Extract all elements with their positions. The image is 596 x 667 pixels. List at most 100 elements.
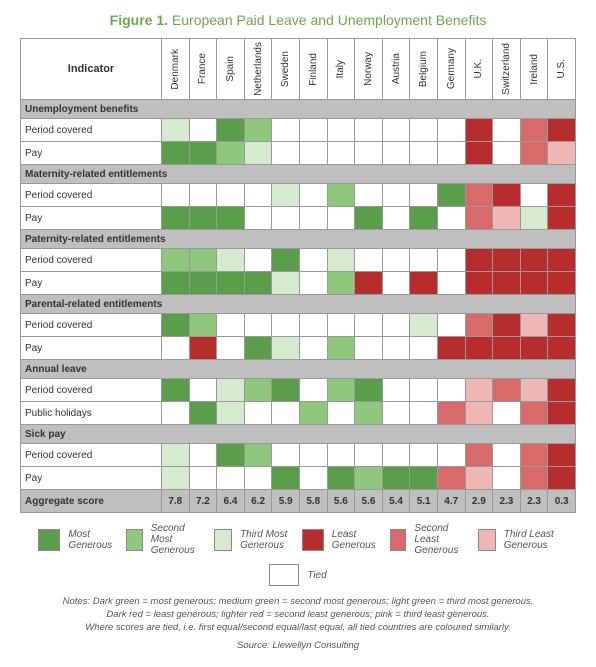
heatmap-cell	[410, 379, 438, 402]
heatmap-cell	[327, 272, 355, 295]
legend-swatch	[302, 529, 324, 551]
heatmap-cell	[410, 337, 438, 360]
heatmap-cell	[299, 249, 327, 272]
country-header: U.S.	[548, 39, 576, 100]
heatmap-cell	[217, 444, 245, 467]
aggregate-value: 5.9	[272, 490, 300, 513]
heatmap-cell	[299, 142, 327, 165]
heatmap-cell	[465, 119, 493, 142]
row-label: Pay	[21, 142, 162, 165]
heatmap-cell	[410, 467, 438, 490]
heatmap-cell	[382, 467, 410, 490]
country-header: Spain	[217, 39, 245, 100]
country-header: Belgium	[410, 39, 438, 100]
heatmap-cell	[437, 314, 465, 337]
note-line: Dark red = least generous; lighter red =…	[20, 609, 576, 622]
section-header: Sick pay	[21, 425, 576, 444]
figure-title: Figure 1. European Paid Leave and Unempl…	[20, 12, 576, 28]
aggregate-value: 5.8	[299, 490, 327, 513]
heatmap-cell	[410, 314, 438, 337]
heatmap-cell	[465, 142, 493, 165]
heatmap-cell	[272, 314, 300, 337]
heatmap-cell	[162, 467, 190, 490]
legend: Most GenerousSecond Most GenerousThird M…	[20, 523, 576, 586]
heatmap-cell	[520, 444, 548, 467]
legend-label: Tied	[307, 570, 326, 581]
heatmap-cell	[162, 444, 190, 467]
row-label: Period covered	[21, 314, 162, 337]
heatmap-cell	[465, 444, 493, 467]
heatmap-cell	[299, 184, 327, 207]
country-header: Switzerland	[493, 39, 521, 100]
legend-item: Third Most Generous	[214, 523, 294, 556]
heatmap-cell	[520, 207, 548, 230]
heatmap-cell	[272, 249, 300, 272]
heatmap-cell	[493, 142, 521, 165]
heatmap-cell	[382, 402, 410, 425]
heatmap-cell	[355, 142, 383, 165]
heatmap-cell	[327, 184, 355, 207]
heatmap-cell	[437, 272, 465, 295]
heatmap-cell	[437, 379, 465, 402]
heatmap-cell	[244, 314, 272, 337]
heatmap-cell	[355, 272, 383, 295]
legend-swatch	[269, 564, 299, 586]
heatmap-cell	[382, 314, 410, 337]
heatmap-cell	[299, 402, 327, 425]
indicator-header: Indicator	[21, 39, 162, 100]
legend-swatch	[38, 529, 60, 551]
country-header: Sweden	[272, 39, 300, 100]
heatmap-cell	[493, 402, 521, 425]
heatmap-cell	[244, 249, 272, 272]
row-label: Pay	[21, 207, 162, 230]
heatmap-cell	[465, 207, 493, 230]
aggregate-value: 7.2	[189, 490, 217, 513]
heatmap-cell	[327, 207, 355, 230]
heatmap-cell	[548, 272, 576, 295]
heatmap-cell	[189, 314, 217, 337]
heatmap-cell	[465, 314, 493, 337]
figure-subtitle: European Paid Leave and Unemployment Ben…	[172, 12, 486, 28]
section-header: Unemployment benefits	[21, 100, 576, 119]
country-header: Germany	[437, 39, 465, 100]
heatmap-cell	[189, 444, 217, 467]
heatmap-cell	[410, 272, 438, 295]
heatmap-cell	[382, 379, 410, 402]
heatmap-cell	[272, 207, 300, 230]
heatmap-cell	[162, 207, 190, 230]
country-header: Austria	[382, 39, 410, 100]
heatmap-cell	[520, 119, 548, 142]
heatmap-cell	[244, 379, 272, 402]
heatmap-cell	[437, 467, 465, 490]
heatmap-cell	[548, 467, 576, 490]
row-label: Pay	[21, 272, 162, 295]
heatmap-cell	[437, 249, 465, 272]
country-header: Finland	[299, 39, 327, 100]
heatmap-cell	[162, 314, 190, 337]
heatmap-cell	[327, 337, 355, 360]
heatmap-cell	[548, 444, 576, 467]
heatmap-cell	[437, 207, 465, 230]
heatmap-cell	[520, 467, 548, 490]
heatmap-cell	[382, 119, 410, 142]
country-header: France	[189, 39, 217, 100]
heatmap-cell	[520, 184, 548, 207]
heatmap-cell	[465, 249, 493, 272]
row-label: Period covered	[21, 379, 162, 402]
row-label: Period covered	[21, 249, 162, 272]
heatmap-cell	[355, 207, 383, 230]
heatmap-cell	[327, 119, 355, 142]
aggregate-value: 2.3	[520, 490, 548, 513]
heatmap-cell	[437, 142, 465, 165]
heatmap-cell	[217, 379, 245, 402]
heatmap-cell	[410, 119, 438, 142]
heatmap-cell	[217, 249, 245, 272]
heatmap-cell	[410, 444, 438, 467]
heatmap-cell	[493, 379, 521, 402]
heatmap-cell	[217, 119, 245, 142]
row-label: Period covered	[21, 119, 162, 142]
heatmap-cell	[299, 379, 327, 402]
heatmap-cell	[189, 119, 217, 142]
heatmap-cell	[465, 337, 493, 360]
heatmap-cell	[355, 184, 383, 207]
